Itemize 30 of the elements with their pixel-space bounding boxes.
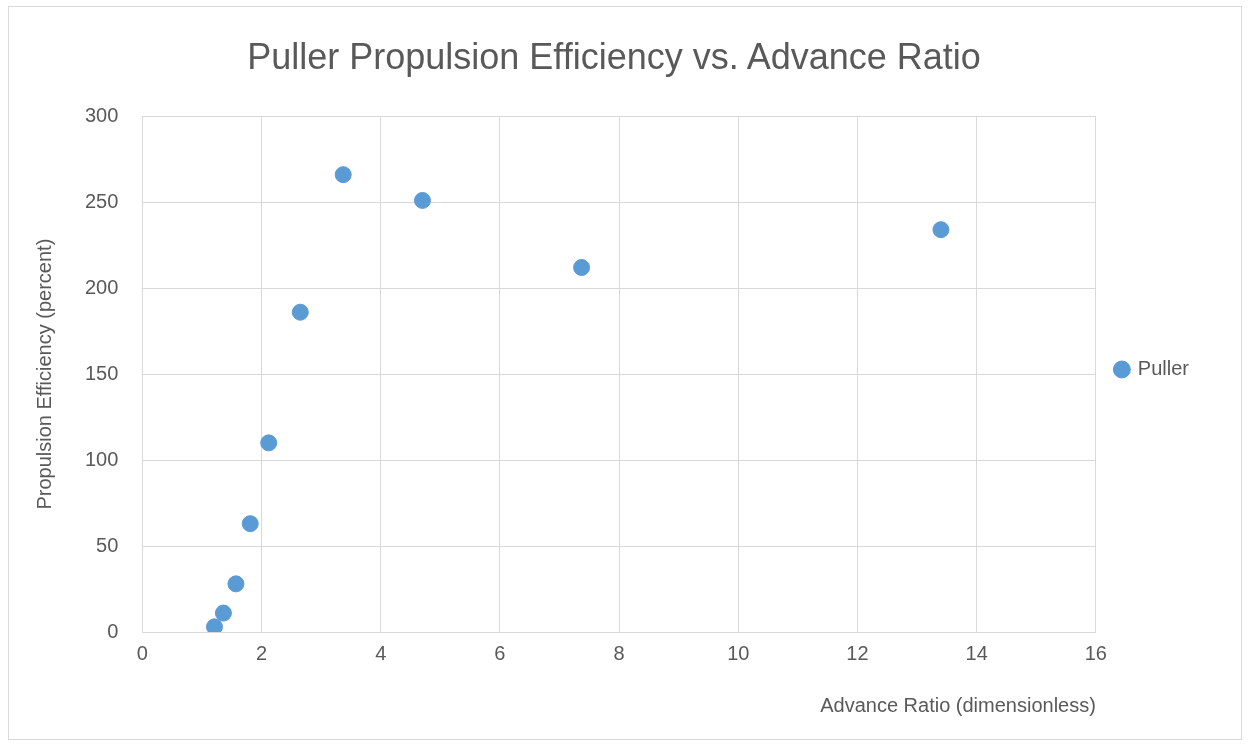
x-tick-label: 4 <box>375 641 387 664</box>
y-tick-label: 100 <box>84 447 119 470</box>
x-tick-label: 8 <box>613 641 625 664</box>
point <box>573 259 591 276</box>
y-axis-title: Propulsion Efficiency (percent) <box>32 238 55 510</box>
point <box>260 434 278 452</box>
point <box>227 575 245 593</box>
y-tick-label: 50 <box>96 533 119 556</box>
x-tick-label: 14 <box>965 641 988 664</box>
legend-label: Puller <box>1137 357 1190 380</box>
y-tick-label: 300 <box>84 103 119 126</box>
x-tick-label: 10 <box>727 641 750 664</box>
chart-title: Puller Propulsion Efficiency vs. Advance Ratio <box>247 35 981 77</box>
point <box>413 191 431 209</box>
y-tick-label: 150 <box>84 361 119 384</box>
x-tick-label: 0 <box>136 641 148 664</box>
y-tick-label: 0 <box>107 619 119 642</box>
x-tick-label: 12 <box>846 641 869 664</box>
point <box>214 604 232 622</box>
x-tick-label: 6 <box>494 641 506 664</box>
x-axis-title: Advance Ratio (dimensionless) <box>820 693 1096 716</box>
point <box>334 166 352 184</box>
y-tick-label: 200 <box>84 275 119 298</box>
x-tick-label: 16 <box>1084 641 1107 664</box>
y-tick-label: 250 <box>84 189 119 212</box>
point <box>205 618 223 632</box>
point <box>291 303 309 321</box>
point <box>932 221 950 239</box>
x-tick-label: 2 <box>255 641 268 664</box>
point <box>241 515 259 533</box>
